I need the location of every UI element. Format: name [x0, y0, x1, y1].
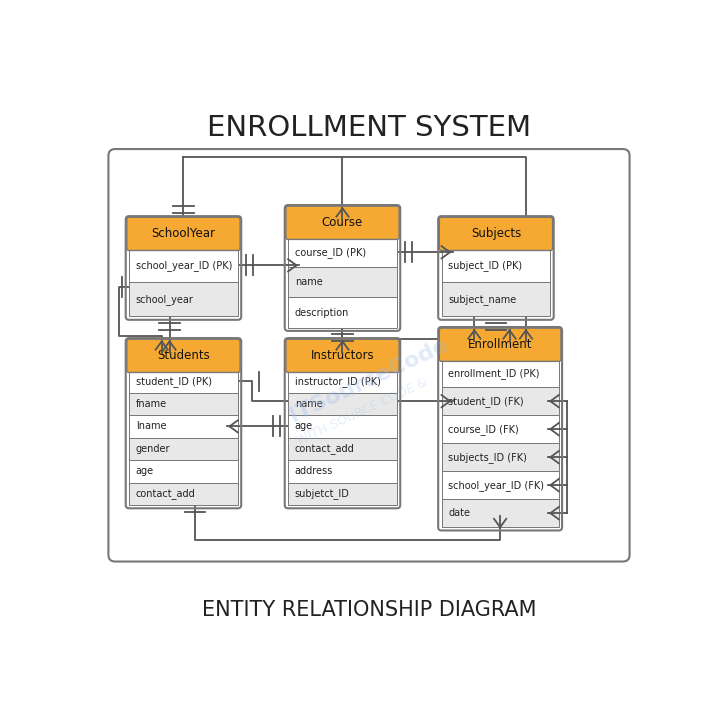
Text: Course: Course — [322, 216, 363, 229]
Bar — [129, 248, 238, 282]
Text: enrollment_ID (PK): enrollment_ID (PK) — [449, 368, 540, 379]
Text: Subjects: Subjects — [471, 228, 521, 240]
Text: contact_add: contact_add — [136, 488, 196, 499]
Text: school_year_ID (PK): school_year_ID (PK) — [136, 260, 232, 271]
Bar — [288, 460, 397, 482]
Text: instructor_ID (PK): instructor_ID (PK) — [294, 376, 381, 387]
Text: description: description — [294, 307, 349, 318]
Bar — [129, 392, 238, 415]
Text: age: age — [136, 467, 154, 477]
Text: ITSourceCode: ITSourceCode — [287, 335, 451, 426]
Bar — [441, 471, 559, 499]
Text: gender: gender — [136, 444, 170, 454]
Text: Instructors: Instructors — [311, 349, 374, 362]
Text: ENROLLMENT SYSTEM: ENROLLMENT SYSTEM — [207, 114, 531, 142]
Text: Enrollment: Enrollment — [468, 338, 532, 351]
Bar — [288, 482, 397, 505]
Bar — [288, 267, 397, 297]
Text: contact_add: contact_add — [294, 444, 354, 454]
Bar — [288, 415, 397, 438]
Bar — [288, 237, 397, 267]
Bar — [288, 438, 397, 460]
FancyBboxPatch shape — [127, 217, 240, 251]
Text: subject_name: subject_name — [449, 294, 516, 305]
Text: address: address — [294, 467, 333, 477]
Text: SchoolYear: SchoolYear — [151, 228, 215, 240]
Bar — [441, 282, 550, 317]
Bar — [129, 282, 238, 317]
FancyBboxPatch shape — [127, 339, 240, 372]
Text: age: age — [294, 421, 313, 431]
Bar — [129, 438, 238, 460]
Text: Students: Students — [157, 349, 210, 362]
Bar — [129, 482, 238, 505]
Text: subject_ID (PK): subject_ID (PK) — [449, 260, 523, 271]
Text: ENTITY RELATIONSHIP DIAGRAM: ENTITY RELATIONSHIP DIAGRAM — [202, 600, 536, 621]
Bar — [129, 370, 238, 392]
FancyBboxPatch shape — [439, 217, 552, 251]
FancyBboxPatch shape — [109, 149, 629, 562]
Text: name: name — [294, 399, 323, 409]
Bar — [441, 499, 559, 527]
Bar — [288, 370, 397, 392]
Bar — [441, 248, 550, 282]
FancyBboxPatch shape — [439, 328, 561, 361]
Text: subjetct_ID: subjetct_ID — [294, 488, 350, 499]
Text: WITH SOURCE CODE & ...: WITH SOURCE CODE & ... — [294, 369, 444, 447]
Bar — [129, 460, 238, 482]
Text: student_ID (PK): student_ID (PK) — [136, 376, 212, 387]
Text: date: date — [449, 508, 470, 518]
Text: course_ID (PK): course_ID (PK) — [294, 247, 366, 258]
Bar — [441, 359, 559, 387]
FancyBboxPatch shape — [286, 339, 399, 372]
Text: school_year_ID (FK): school_year_ID (FK) — [449, 480, 544, 490]
Text: course_ID (FK): course_ID (FK) — [449, 423, 519, 435]
Bar — [288, 392, 397, 415]
FancyBboxPatch shape — [286, 206, 399, 240]
Text: student_ID (FK): student_ID (FK) — [449, 396, 524, 407]
Bar — [441, 387, 559, 415]
Bar — [441, 415, 559, 443]
Text: fname: fname — [136, 399, 167, 409]
Text: subjects_ID (FK): subjects_ID (FK) — [449, 451, 527, 463]
Bar — [441, 443, 559, 471]
Text: school_year: school_year — [136, 294, 194, 305]
Bar — [288, 297, 397, 328]
Text: name: name — [294, 277, 323, 287]
Bar — [129, 415, 238, 438]
Text: lname: lname — [136, 421, 166, 431]
